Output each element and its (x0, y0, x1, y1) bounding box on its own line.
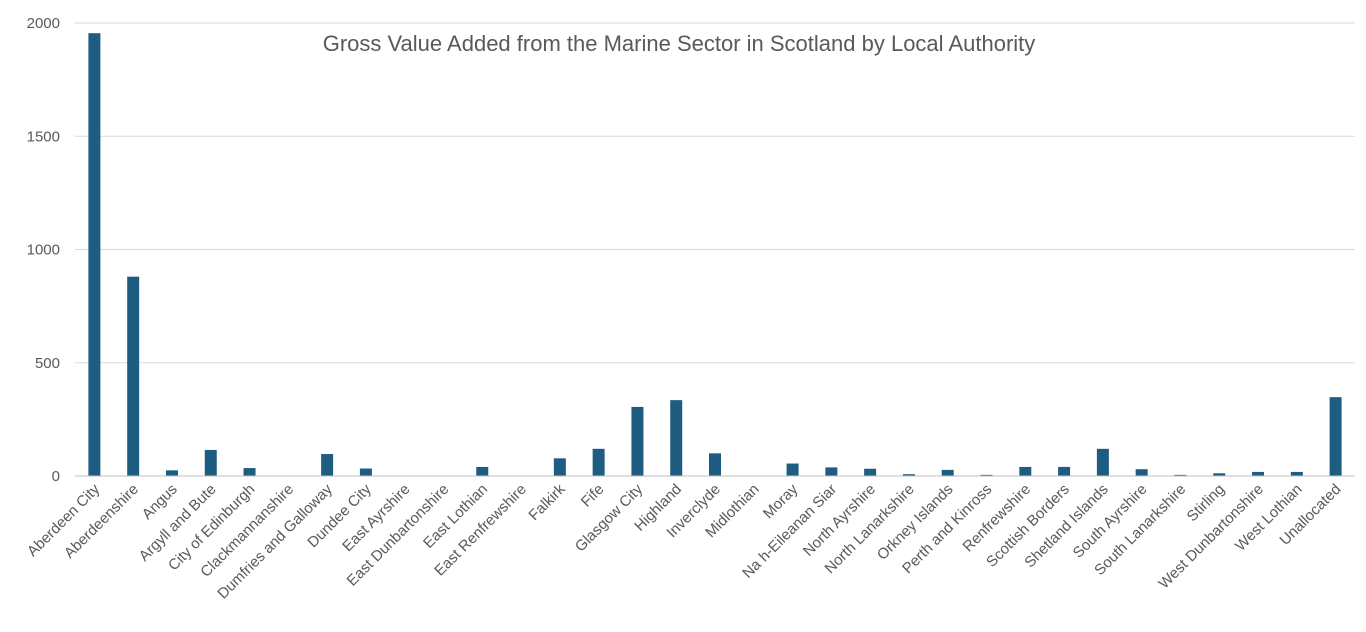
bar (1019, 466, 1032, 476)
bar (204, 449, 217, 476)
bar (243, 468, 256, 476)
bar (670, 400, 683, 476)
bar (165, 470, 178, 476)
bar (825, 467, 838, 476)
bar (127, 276, 140, 476)
bar (902, 474, 915, 476)
bar (980, 474, 993, 476)
bar (864, 468, 877, 476)
bar (321, 454, 334, 476)
bar (88, 33, 101, 476)
bar (1058, 466, 1071, 476)
y-tick-label: 1000 (27, 242, 60, 259)
y-axis-ticks: 0 500 1000 1500 2000 (27, 15, 60, 485)
bar (592, 448, 605, 476)
y-tick-label: 0 (52, 468, 60, 485)
bar (1213, 473, 1226, 476)
bar (359, 468, 372, 476)
bar (1135, 469, 1148, 476)
chart-title: Gross Value Added from the Marine Sector… (323, 31, 1036, 56)
y-tick-label: 2000 (27, 15, 60, 32)
x-tick-label: Falkirk (525, 480, 569, 524)
bars (88, 33, 1342, 476)
bar (476, 466, 489, 476)
bar (1329, 397, 1342, 476)
bar (553, 458, 566, 476)
y-tick-label: 500 (35, 355, 60, 372)
bar (631, 406, 644, 476)
y-tick-label: 1500 (27, 128, 60, 145)
bar (941, 469, 954, 476)
bar (786, 463, 799, 476)
bar (1252, 471, 1265, 476)
gridlines (75, 22, 1355, 364)
bar (1174, 474, 1187, 476)
bar (1096, 448, 1109, 476)
bar (1290, 471, 1303, 476)
bar (709, 453, 721, 476)
x-tick-label: Fife (578, 481, 608, 511)
